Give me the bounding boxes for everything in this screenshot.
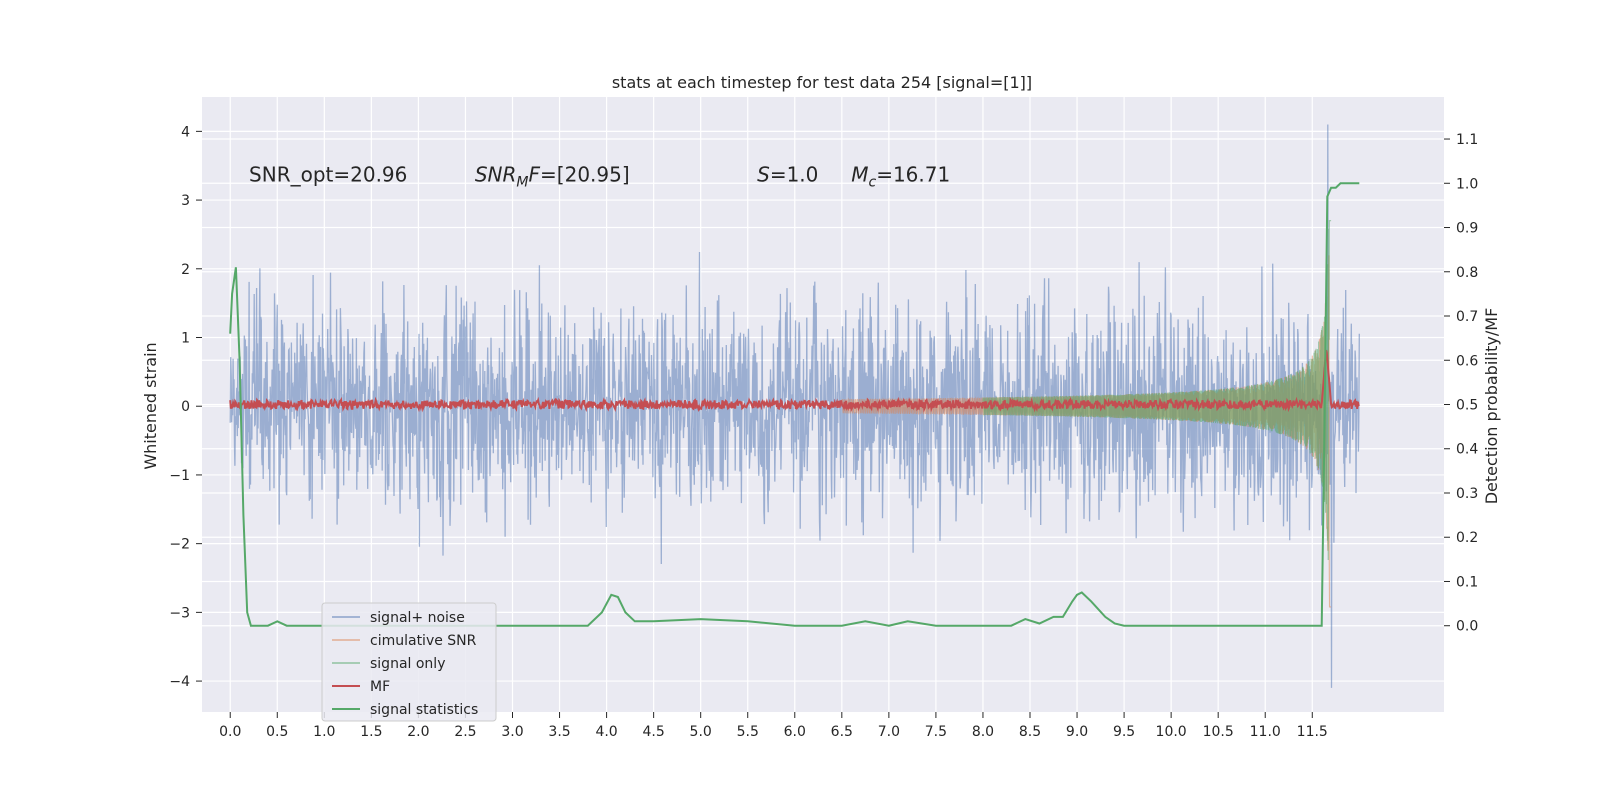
- x-tick-label: 4.0: [595, 724, 617, 740]
- x-tick-label: 4.5: [643, 724, 665, 740]
- x-tick-label: 1.0: [313, 724, 335, 740]
- legend-box: [321, 602, 497, 722]
- x-tick-label: 3.5: [548, 724, 570, 740]
- y-axis-label: Whitened strain: [141, 342, 160, 469]
- y-tick-label: 0: [181, 399, 190, 415]
- x-tick-label: 7.5: [925, 724, 947, 740]
- y-tick-label: −4: [169, 674, 190, 690]
- legend-label: signal+ noise: [370, 610, 465, 626]
- y2-tick-label: 0.9: [1456, 221, 1478, 237]
- x-tick-label: 8.5: [1019, 724, 1041, 740]
- signal-only-series: [982, 220, 1332, 561]
- annotations: SNR_opt=20.96 SNRMF=[20.95] S=1.0 Mc=16.71: [249, 162, 950, 190]
- x-tick-label: 10.5: [1203, 724, 1234, 740]
- legend-label: MF: [370, 679, 390, 695]
- x-tick-label: 2.5: [454, 724, 476, 740]
- x-tick-label: 0.5: [266, 724, 288, 740]
- annotation-snr-mf: SNRMF=[20.95]: [475, 162, 630, 190]
- y2-tick-label: 0.0: [1456, 619, 1478, 635]
- x-tick-label: 6.0: [784, 724, 806, 740]
- legend-label: signal statistics: [370, 702, 478, 718]
- y2-tick-label: 0.2: [1456, 530, 1478, 546]
- y2-tick-label: 0.5: [1456, 398, 1478, 414]
- y-tick-label: 4: [181, 124, 190, 140]
- y-tick-label: −3: [169, 605, 190, 621]
- mf-series: [229, 349, 1361, 413]
- annotation-mc: Mc=16.71: [851, 162, 950, 190]
- y-tick-label: 1: [181, 331, 190, 347]
- x-axis-ticks: 0.0 0.5 1.0 1.5 2.0 2.5 3.0 3.5 4.0 4.5 5.0 5.5 6.0 6…: [219, 712, 1328, 740]
- signal-noise-series: [229, 124, 1360, 688]
- signal-statistics-line: [229, 182, 1360, 627]
- chart-title: stats at each timestep for test data 254…: [612, 73, 1032, 92]
- legend-label: signal only: [370, 656, 445, 672]
- signal-noise-line: [229, 124, 1360, 688]
- x-tick-label: 9.0: [1066, 724, 1088, 740]
- y2-tick-label: 1.0: [1456, 176, 1478, 192]
- x-tick-label: 9.5: [1113, 724, 1135, 740]
- signal-only-line: [982, 220, 1332, 561]
- x-tick-label: 11.5: [1297, 724, 1328, 740]
- y2-axis-label: Detection probability/MF: [1482, 308, 1501, 505]
- x-tick-label: 6.5: [831, 724, 853, 740]
- y-tick-label: 2: [181, 262, 190, 278]
- signal-statistics-series: [229, 182, 1360, 627]
- y-tick-label: 3: [181, 193, 190, 209]
- y2-tick-label: 0.8: [1456, 265, 1478, 281]
- legend: signal+ noise cimulative SNR signal only MF…: [321, 602, 497, 722]
- legend-label: cimulative SNR: [370, 633, 477, 649]
- y-tick-label: −2: [169, 537, 190, 553]
- y2-tick-label: 1.1: [1456, 132, 1478, 148]
- y-axis-ticks: −4 −3 −2 −1 0 1 2 3 4: [169, 124, 202, 690]
- x-tick-label: 11.0: [1250, 724, 1281, 740]
- x-tick-label: 0.0: [219, 724, 241, 740]
- y2-axis-ticks: 0.0 0.1 0.2 0.3 0.4 0.5 0.6 0.7 0.8 0.9 1.0 1.1: [1444, 132, 1478, 635]
- x-tick-label: 1.5: [360, 724, 382, 740]
- mf-line: [229, 349, 1361, 413]
- y2-tick-label: 0.3: [1456, 486, 1478, 502]
- x-tick-label: 5.5: [737, 724, 759, 740]
- y2-tick-label: 0.6: [1456, 353, 1478, 369]
- annotation-snr-opt: SNR_opt=20.96: [249, 162, 407, 186]
- x-tick-label: 3.0: [501, 724, 523, 740]
- annotation-s: S=1.0: [757, 162, 818, 186]
- y2-tick-label: 0.4: [1456, 442, 1478, 458]
- y-tick-label: −1: [169, 468, 190, 484]
- y2-tick-label: 0.1: [1456, 574, 1478, 590]
- y2-tick-label: 0.7: [1456, 309, 1478, 325]
- x-tick-label: 2.0: [407, 724, 429, 740]
- x-tick-label: 10.0: [1156, 724, 1187, 740]
- x-tick-label: 5.0: [690, 724, 712, 740]
- x-tick-label: 7.0: [878, 724, 900, 740]
- x-tick-label: 8.0: [972, 724, 994, 740]
